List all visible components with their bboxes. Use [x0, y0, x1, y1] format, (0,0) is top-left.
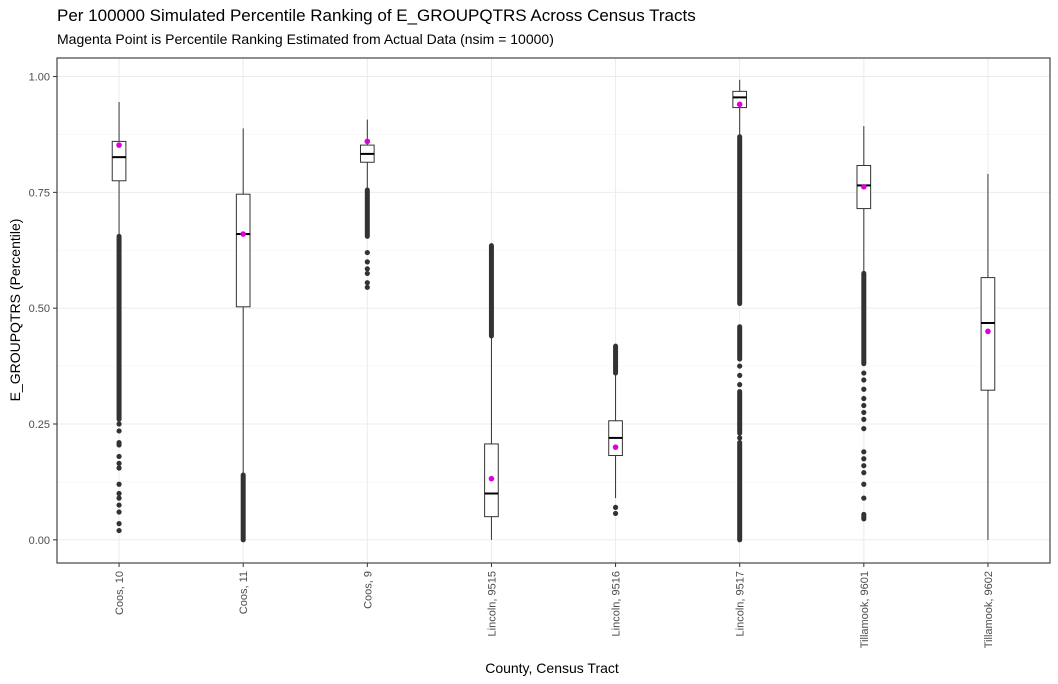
x-tick-label: Coos, 9	[362, 571, 374, 609]
actual-point	[116, 142, 122, 148]
outlier-point	[364, 259, 370, 265]
actual-point	[612, 444, 619, 450]
axes: 0.00 0.25 0.50 0.75 1.00 Coos, 10 Coos, 11 Coos…	[29, 72, 995, 649]
y-axis-title: E_GROUPQTRS (Percentile)	[7, 219, 23, 402]
actual-point	[488, 475, 495, 482]
outlier-point	[861, 416, 867, 422]
box-iqr	[235, 193, 251, 308]
outlier-point	[116, 481, 122, 487]
box-group	[856, 126, 872, 522]
outlier-point	[861, 395, 867, 402]
outlier-point	[861, 481, 867, 487]
x-axis-title: County, Census Tract	[485, 660, 619, 676]
actual-point	[985, 328, 991, 335]
outlier-point	[364, 266, 370, 272]
outlier-point	[116, 521, 122, 527]
y-tick-label: 0.25	[29, 419, 50, 431]
outlier-point	[737, 372, 743, 378]
y-tick-label: 0.50	[29, 303, 50, 315]
box-group	[608, 343, 623, 517]
outlier-point	[861, 495, 867, 501]
outlier-point	[861, 470, 867, 476]
outlier-point	[116, 509, 122, 515]
outlier-point	[861, 370, 867, 376]
chart-title: Per 100000 Simulated Percentile Ranking …	[57, 6, 696, 25]
plot-marks	[111, 79, 996, 543]
outlier-point	[364, 249, 370, 256]
box-iqr	[732, 90, 748, 109]
outlier-point	[612, 510, 619, 517]
outlier-point	[116, 490, 122, 497]
actual-point	[364, 138, 371, 145]
outlier-point	[737, 363, 743, 369]
outlier-point	[861, 426, 867, 432]
box-group	[235, 128, 251, 543]
x-tick-label: Tillamook, 9601	[859, 571, 871, 648]
box-group	[111, 102, 127, 534]
outlier-point	[364, 270, 370, 277]
x-tick-label: Tillamook, 9602	[983, 571, 995, 648]
x-tick-label: Lincoln, 9516	[611, 571, 623, 636]
box-group	[732, 79, 748, 543]
outlier-point	[861, 377, 867, 383]
panel-border	[56, 57, 1051, 564]
x-tick-label: Coos, 10	[114, 571, 126, 615]
outlier-point	[737, 382, 743, 388]
outlier-point	[116, 465, 122, 471]
actual-point	[736, 101, 743, 108]
outlier-point	[116, 502, 122, 508]
outlier-point	[861, 463, 867, 469]
outlier-point	[116, 453, 122, 460]
outlier-point	[737, 435, 743, 441]
outlier-point	[612, 504, 619, 511]
grid-lines	[57, 58, 1050, 563]
box-group	[484, 243, 499, 540]
outlier-point	[861, 386, 867, 392]
box-group	[980, 173, 996, 540]
box-group	[359, 119, 375, 290]
outlier-point	[364, 280, 370, 286]
y-tick-label: 0.75	[29, 187, 50, 199]
outlier-point	[116, 439, 122, 446]
outlier-point	[116, 421, 122, 427]
y-tick-label: 0.00	[29, 535, 50, 547]
chart-subtitle: Magenta Point is Percentile Ranking Esti…	[57, 31, 554, 47]
actual-point	[240, 231, 246, 237]
outlier-point	[861, 409, 867, 416]
outlier-point	[861, 402, 867, 409]
x-tick-label: Coos, 11	[238, 571, 250, 614]
outlier-point	[364, 284, 370, 290]
outlier-point	[116, 527, 122, 534]
box-iqr	[111, 140, 127, 182]
outlier-point	[116, 428, 122, 434]
outlier-point	[116, 495, 122, 501]
x-tick-label: Lincoln, 9515	[486, 571, 498, 636]
outlier-point	[116, 460, 122, 466]
outlier-point	[861, 449, 867, 455]
x-tick-label: Lincoln, 9517	[735, 571, 747, 636]
actual-point	[861, 183, 867, 190]
outlier-point	[861, 456, 867, 462]
y-tick-label: 1.00	[29, 72, 50, 84]
